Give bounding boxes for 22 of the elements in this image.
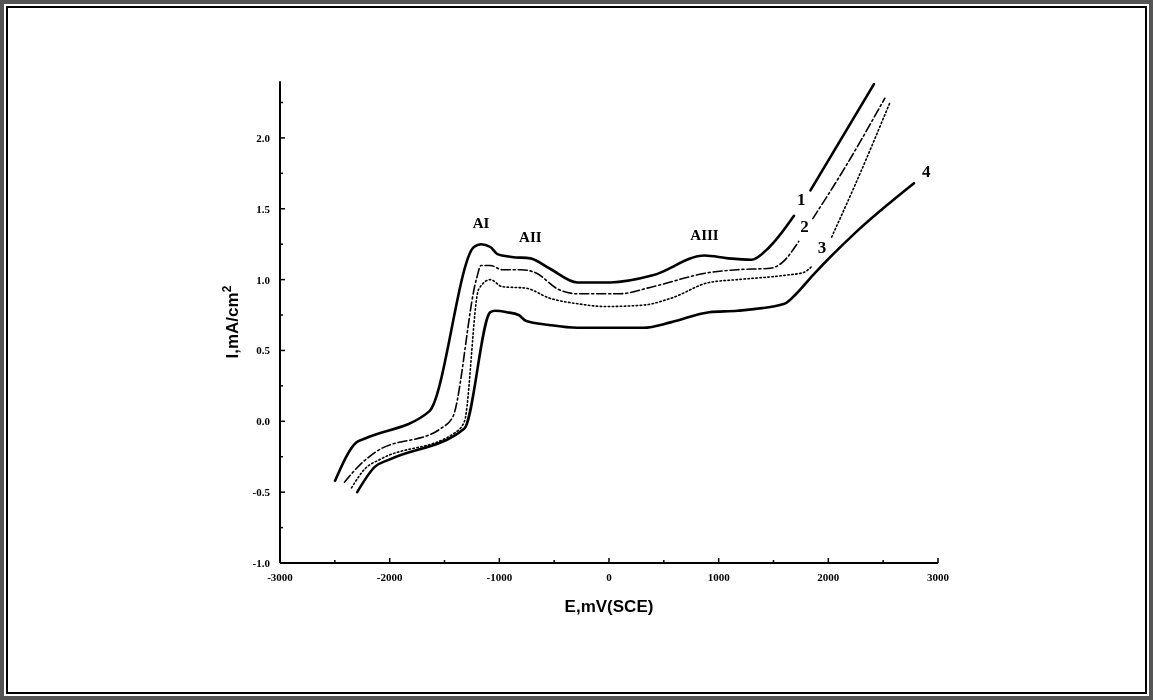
y-tick-label: 1.5	[256, 202, 271, 215]
y-tick-label: 0.5	[256, 344, 271, 357]
series-label: 2	[800, 217, 809, 237]
series-label: 3	[817, 238, 827, 258]
x-tick-label: -1000	[486, 571, 513, 583]
y-tick-label: 2.0	[256, 131, 271, 144]
series-label: 4	[921, 162, 931, 182]
x-tick-label: -3000	[267, 571, 294, 583]
y-tick-label: -1.0	[252, 557, 271, 569]
y-tick-label: 1.0	[256, 273, 271, 286]
x-tick-label: 1000	[707, 571, 731, 583]
x-tick-label: 3000	[927, 571, 950, 583]
x-tick-label: -2000	[376, 571, 403, 583]
x-tick-label: 0	[606, 571, 613, 583]
series-label: 1	[797, 190, 806, 210]
x-axis-title: E,mV(SCE)	[564, 597, 654, 616]
annotation: AII	[519, 229, 542, 246]
annotation: AI	[472, 215, 490, 232]
annotation: AIII	[690, 226, 719, 243]
y-tick-label: 0.0	[256, 415, 271, 428]
x-tick-label: 2000	[817, 571, 840, 583]
y-tick-label: -0.5	[252, 486, 271, 499]
